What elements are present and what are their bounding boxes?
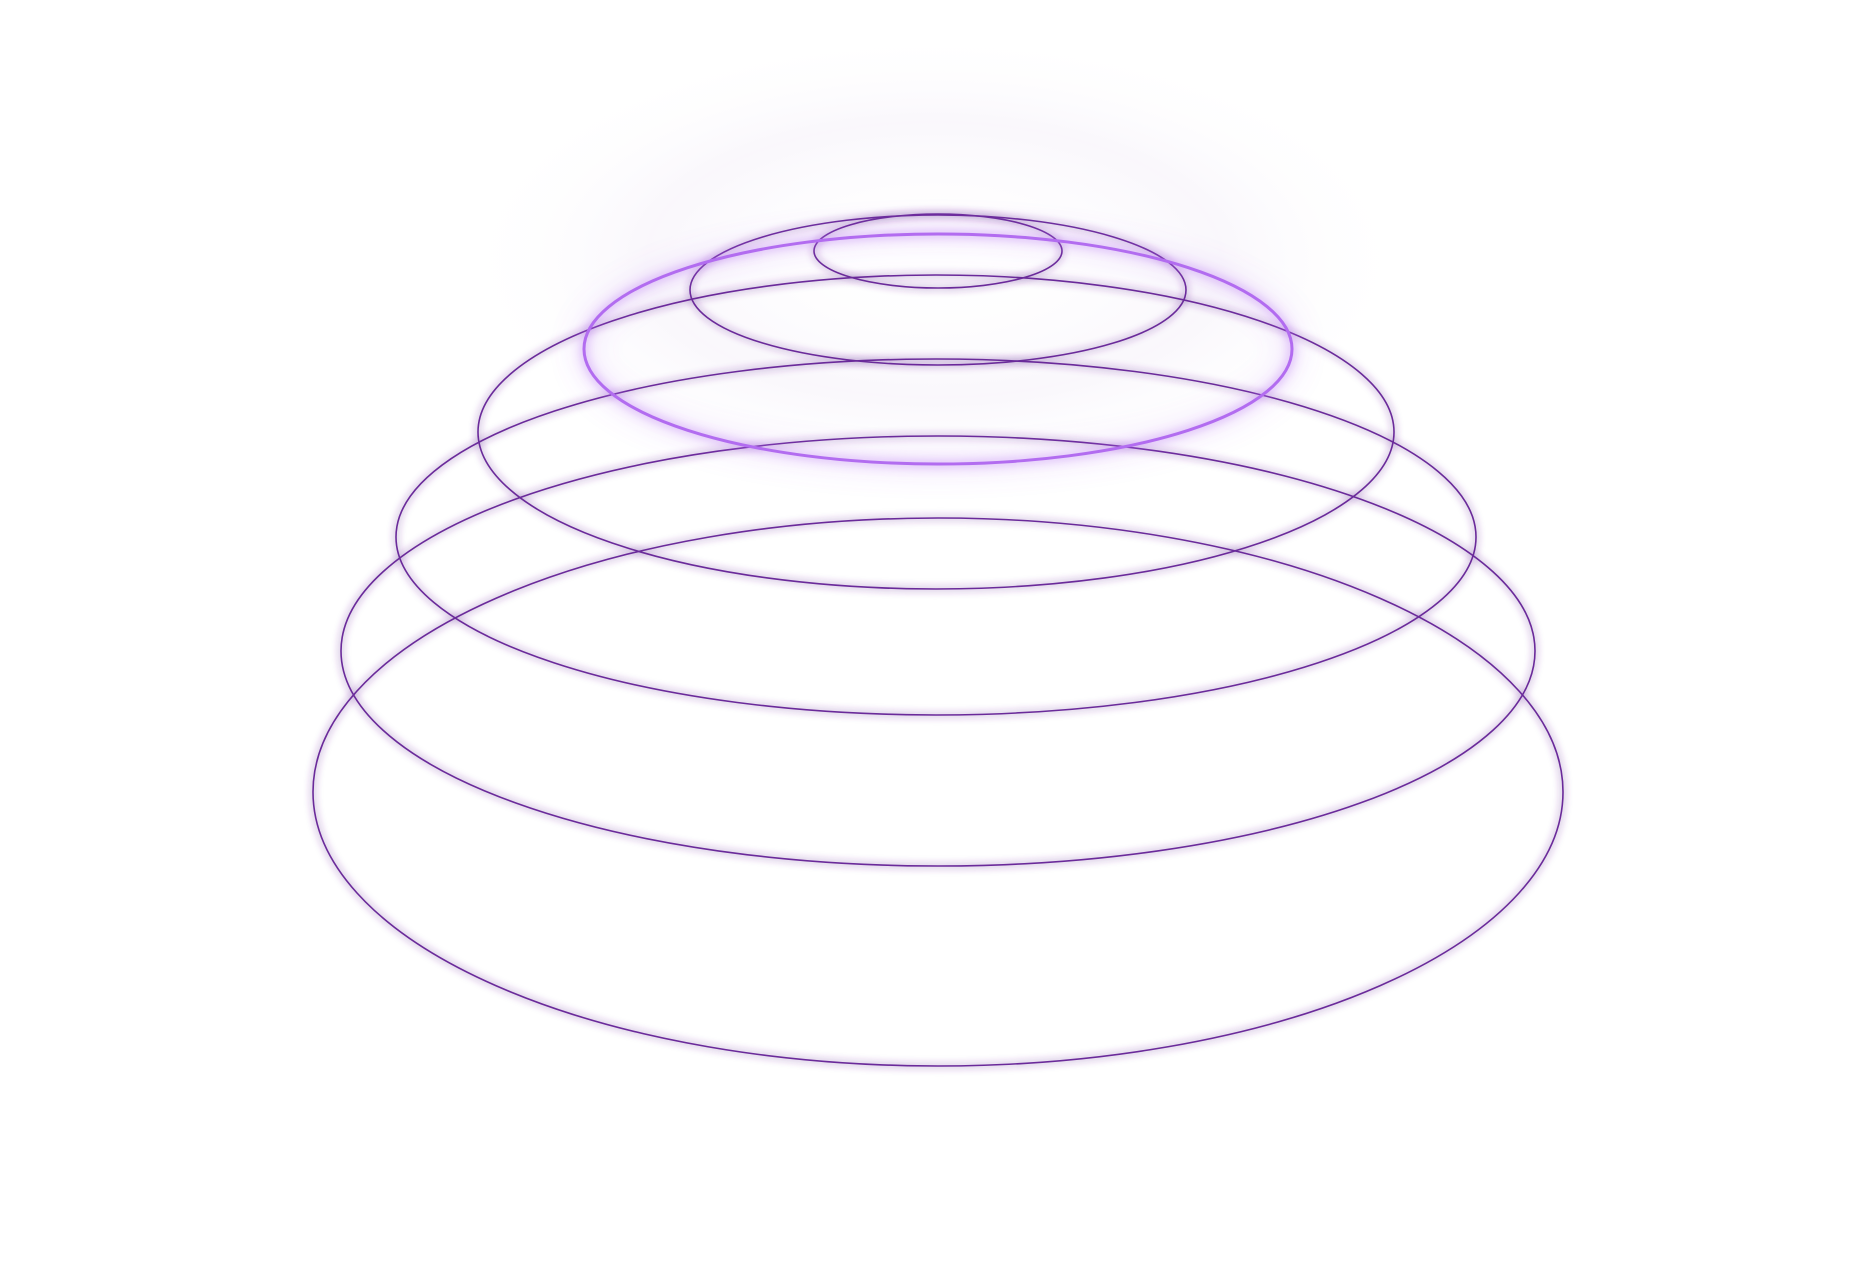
background-haze [454, 30, 1414, 490]
ring-4 [477, 274, 1395, 590]
ring-1-top [813, 213, 1063, 289]
ring-2 [689, 214, 1187, 366]
ring-3-highlighted [582, 232, 1294, 466]
ring-5 [395, 358, 1477, 716]
ring-7-bottom [312, 517, 1564, 1067]
rings-group [312, 213, 1564, 1067]
ring-6 [340, 435, 1536, 867]
